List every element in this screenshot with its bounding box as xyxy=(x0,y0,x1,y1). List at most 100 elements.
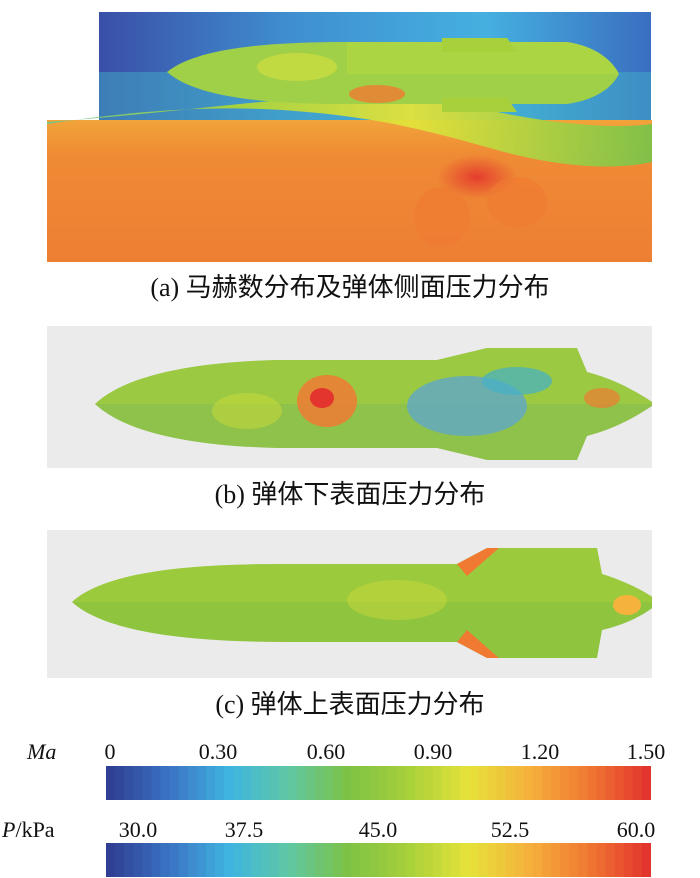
pressure-tick: 30.0 xyxy=(118,817,158,842)
colorbar-segment xyxy=(324,766,334,800)
colorbar-segment xyxy=(278,766,289,800)
colorbar-segment xyxy=(269,843,280,877)
colorbar-segment xyxy=(460,766,470,800)
colorbar-segment xyxy=(378,766,389,800)
colorbar-segment xyxy=(423,766,434,800)
colorbar-segment xyxy=(587,843,598,877)
colorbar-segment xyxy=(523,843,534,877)
colorbar-segment xyxy=(396,766,407,800)
colorbar-segment xyxy=(423,843,434,877)
colorbar-segment xyxy=(487,843,498,877)
colorbar-segment xyxy=(405,766,416,800)
pressure-unit: /kPa xyxy=(15,817,55,842)
colorbar-segment xyxy=(569,843,579,877)
pressure-tick: 37.5 xyxy=(224,817,264,842)
colorbar-segment xyxy=(460,843,470,877)
colorbar-segment xyxy=(578,766,589,800)
colorbar-segment xyxy=(287,766,298,800)
colorbar-segment xyxy=(106,843,116,877)
pressure-tick: 45.0 xyxy=(358,817,398,842)
colorbar-segment xyxy=(242,843,252,877)
projectile-upper-surface xyxy=(72,548,652,658)
colorbar-segment xyxy=(514,766,525,800)
mach-tick: 0 xyxy=(104,739,116,764)
colorbar-segment xyxy=(487,766,498,800)
colorbar-segment xyxy=(224,766,234,800)
panel-a-mach-contour xyxy=(47,12,652,262)
colorbar-segment xyxy=(305,766,316,800)
colorbar-segment xyxy=(187,766,198,800)
colorbar-segment xyxy=(233,843,243,877)
colorbar-segment xyxy=(578,843,589,877)
colorbar-segment xyxy=(623,766,634,800)
colorbar-segment xyxy=(405,843,416,877)
colorbar-segment xyxy=(596,843,607,877)
panel-b-lower-surface xyxy=(47,326,652,468)
colorbar-segment xyxy=(469,766,480,800)
colorbar-segment xyxy=(523,766,534,800)
colorbar-segment xyxy=(251,843,262,877)
colorbar-segment xyxy=(160,766,171,800)
colorbar-segment xyxy=(205,843,216,877)
colorbar-segment xyxy=(142,766,153,800)
colorbar-segment xyxy=(324,843,334,877)
colorbar-segment xyxy=(623,843,634,877)
colorbar-segment xyxy=(496,843,507,877)
colorbar-segment xyxy=(396,843,407,877)
caption-b: (b) 弹体下表面压力分布 xyxy=(214,480,486,509)
colorbar-segment xyxy=(560,766,570,800)
mach-colorbar xyxy=(106,766,651,800)
colorbar-segment xyxy=(169,843,180,877)
colorbar-segment xyxy=(632,843,643,877)
colorbar-segment xyxy=(124,766,134,800)
colorbar-segment xyxy=(514,843,525,877)
pressure-symbol: P xyxy=(2,817,16,842)
pressure-colorbar xyxy=(106,843,651,877)
colorbar-segment xyxy=(215,766,225,800)
mach-tick: 1.20 xyxy=(520,739,560,764)
colorbar-segment xyxy=(178,843,189,877)
colorbar-segment xyxy=(360,843,371,877)
colorbar-segment xyxy=(151,843,162,877)
colorbar-segment xyxy=(442,843,452,877)
colorbar-segment xyxy=(542,766,552,800)
colorbar-segment xyxy=(169,766,180,800)
mach-label: Ma xyxy=(27,740,56,764)
colorbar-segment xyxy=(205,766,216,800)
colorbar-segment xyxy=(605,766,616,800)
colorbar-segment xyxy=(560,843,570,877)
mach-symbol: Ma xyxy=(27,739,57,764)
projectile-side xyxy=(167,38,619,112)
colorbar-segment xyxy=(614,766,625,800)
colorbar-segment xyxy=(314,843,325,877)
colorbar-segment xyxy=(369,766,380,800)
pressure-label: P/kPa xyxy=(2,818,55,842)
colorbar-segment xyxy=(196,766,207,800)
colorbar-segment xyxy=(360,766,371,800)
colorbar-segment xyxy=(233,766,243,800)
colorbar-segment xyxy=(215,843,225,877)
mach-tick: 1.50 xyxy=(626,739,666,764)
colorbar-segment xyxy=(532,766,543,800)
colorbar-segment xyxy=(342,766,352,800)
colorbar-segment xyxy=(587,766,598,800)
colorbar-segment xyxy=(106,766,116,800)
colorbar-segment xyxy=(151,766,162,800)
colorbar-segment xyxy=(224,843,234,877)
colorbar-segment xyxy=(133,843,143,877)
colorbar-segment xyxy=(115,843,125,877)
colorbar-segment xyxy=(351,766,361,800)
colorbar-segment xyxy=(469,843,480,877)
colorbar-segment xyxy=(333,843,343,877)
colorbar-segment xyxy=(242,766,252,800)
colorbar-segment xyxy=(596,766,607,800)
pressure-tick: 60.0 xyxy=(616,817,656,842)
colorbar-segment xyxy=(196,843,207,877)
colorbar-segment xyxy=(378,843,389,877)
colorbar-segment xyxy=(115,766,125,800)
colorbar-segment xyxy=(433,843,443,877)
colorbar-segment xyxy=(614,843,625,877)
colorbar-segment xyxy=(496,766,507,800)
colorbar-segment xyxy=(269,766,280,800)
colorbar-segment xyxy=(387,843,398,877)
